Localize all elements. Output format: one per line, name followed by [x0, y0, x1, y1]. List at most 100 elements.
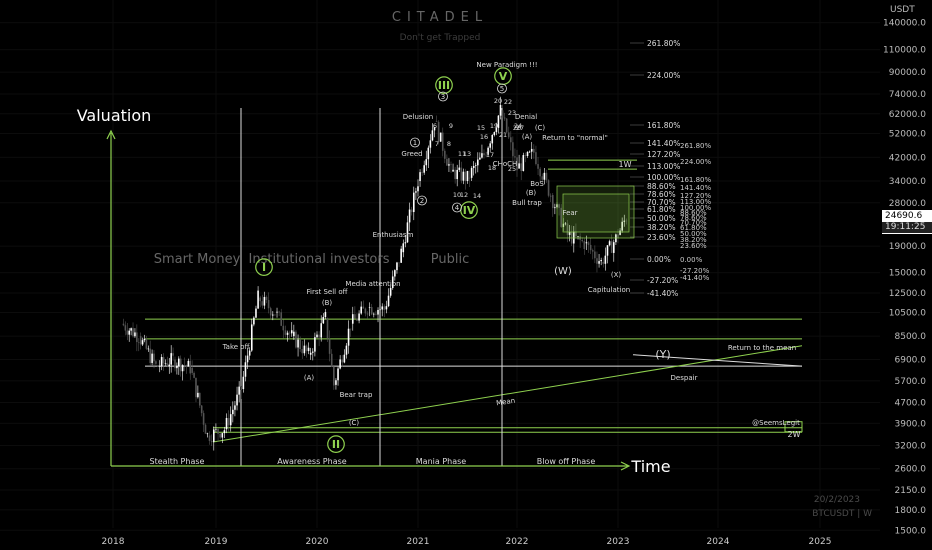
candle-body: [219, 433, 221, 438]
wave-i-ring: [255, 258, 273, 276]
candle-body: [265, 296, 268, 300]
candle-body: [191, 367, 193, 373]
candle-body: [151, 353, 153, 363]
candle-body: [364, 308, 367, 314]
candle-body: [470, 168, 473, 178]
candle-body: [143, 338, 146, 341]
structure-number: 17: [486, 151, 494, 159]
candle-body: [370, 307, 373, 315]
candle-body: [183, 365, 186, 366]
fib-level-label-right: 70.70%: [680, 219, 707, 227]
candle-body: [577, 236, 579, 237]
candle-body: [122, 323, 125, 326]
y-axis[interactable]: 140000.0 110000.0 90000.0 74000.0 62000.0 520…: [883, 19, 926, 537]
wave-number-ring: [452, 202, 462, 213]
candle-body: [174, 359, 176, 369]
candle-body: [528, 151, 531, 153]
corrective-wave: (W): [554, 266, 572, 277]
fib-level-label: -27.20%: [647, 276, 678, 285]
x-axis[interactable]: 2018 2019 2020 2021 2022 2023 2024 2025: [102, 537, 832, 547]
chart-symbol: BTCUSDT | W: [812, 509, 872, 519]
candle-body: [155, 361, 157, 364]
candle-body: [320, 323, 323, 338]
wave-number: 5: [500, 85, 504, 93]
candle-body: [330, 353, 333, 367]
candle-body: [337, 368, 339, 381]
candle-body: [477, 159, 479, 166]
structure-number: 13: [463, 150, 471, 158]
candle-body: [406, 222, 409, 243]
candle-body: [210, 440, 213, 442]
candle-body: [318, 334, 320, 338]
corrective-wave: (A): [304, 374, 315, 382]
fib-level-label-right: -41.40%: [680, 274, 710, 282]
wave-number: 3: [441, 93, 445, 101]
structure-number: 11: [458, 150, 466, 158]
candle-body: [198, 392, 201, 406]
candle-body: [518, 163, 520, 169]
candle-body: [227, 418, 230, 426]
candle-body: [600, 260, 602, 262]
candle-body: [242, 376, 245, 390]
annot: Return to the mean: [728, 344, 796, 352]
candle-body: [621, 221, 623, 231]
candle-body: [589, 244, 592, 251]
candle-body: [234, 405, 236, 410]
candle-body: [309, 352, 312, 355]
candle-body: [193, 372, 195, 378]
fib-level-label: 0.00%: [647, 255, 671, 264]
annot: First Sell off: [307, 288, 348, 296]
candle-body: [419, 172, 421, 182]
candle-body: [267, 299, 270, 309]
candle-body: [356, 318, 358, 321]
fib-level-label-right: 127.20%: [680, 192, 711, 200]
current-price: 24690.6: [885, 211, 923, 221]
wave-iii-ring: [435, 76, 453, 95]
y-tick-label: 90000.0: [889, 68, 926, 78]
candle-body: [212, 429, 215, 442]
chart-date: 20/2/2023: [813, 495, 860, 505]
annotations: Valuation Time Smart Money Institutional in…: [77, 61, 801, 476]
mean-line: [212, 345, 803, 443]
fib-level-label-right: 78.60%: [680, 214, 707, 222]
candle-body: [246, 355, 249, 363]
candle-body: [619, 230, 621, 235]
candle-body: [349, 328, 352, 330]
candle-body: [272, 314, 274, 316]
structure-number: 25: [508, 165, 516, 173]
candle-body: [412, 192, 415, 213]
candle-body: [545, 172, 548, 181]
y-tick-label: 2600.0: [895, 465, 927, 475]
fib-level-label: 141.40%: [647, 139, 680, 148]
annot: Media attention: [345, 280, 400, 288]
candle-body: [591, 250, 594, 252]
y-tick-label: 5700.0: [895, 377, 927, 387]
y-tick-label: 4700.0: [895, 398, 927, 408]
candle-body: [276, 311, 278, 313]
candle-body: [139, 336, 142, 345]
candle-body: [568, 231, 571, 235]
x-tick-label: 2024: [707, 537, 730, 547]
candle-body: [516, 157, 518, 171]
annot: Delusion: [403, 113, 433, 121]
candle-body: [278, 311, 280, 313]
time-arrow: [620, 461, 631, 471]
candle-body: [512, 142, 514, 157]
y-tick-label: 15000.0: [889, 269, 926, 279]
fib-level-label-right: 113.00%: [680, 198, 711, 206]
y-tick-label: 3200.0: [895, 441, 927, 451]
candle-body: [474, 165, 477, 166]
candle-body: [573, 231, 575, 244]
candle-body: [141, 340, 144, 345]
structure-number: 12: [460, 191, 468, 199]
annot: Denial: [515, 113, 537, 121]
candle-body: [535, 152, 537, 165]
candle-body: [259, 297, 261, 302]
y-tick-label: 19000.0: [889, 242, 926, 252]
fib-level-label: 78.60%: [647, 190, 676, 199]
candle-body: [368, 307, 371, 308]
structure-number: 21: [499, 131, 507, 139]
fib-level-label-right: 141.40%: [680, 184, 711, 192]
candle-body: [612, 242, 615, 253]
